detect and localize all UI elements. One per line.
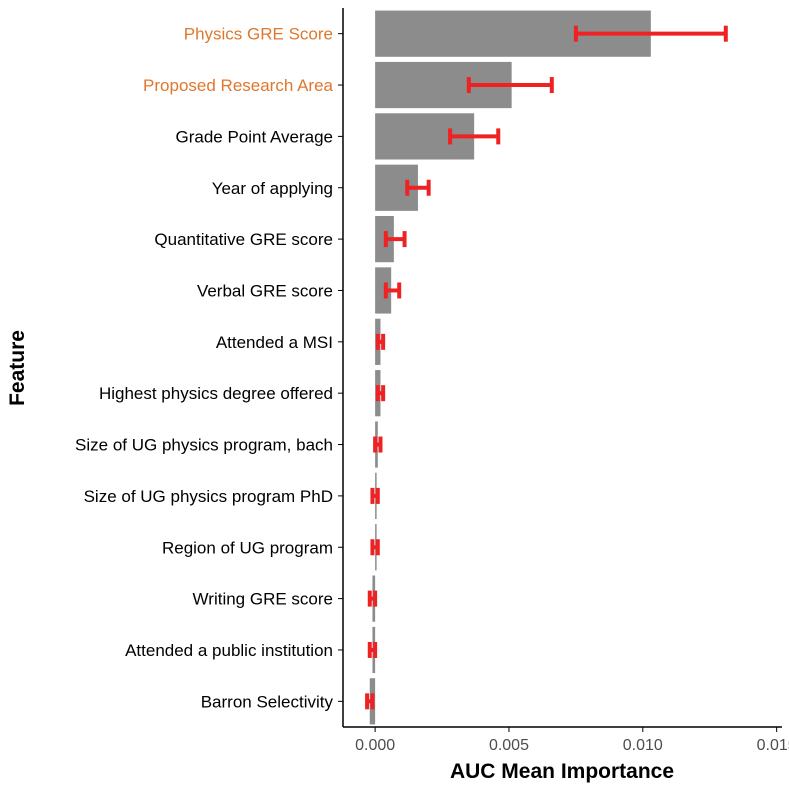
x-tick-label: 0.010 — [623, 737, 663, 754]
error-bar — [375, 385, 386, 402]
category-label: Highest physics degree offered — [99, 384, 333, 403]
error-bar — [367, 590, 378, 607]
category-label: Year of applying — [212, 179, 333, 198]
x-axis-title: AUC Mean Importance — [450, 760, 674, 783]
category-label: Size of UG physics program PhD — [84, 487, 333, 506]
y-axis-title: Feature — [6, 330, 29, 406]
axes-layer — [338, 8, 782, 732]
error-bar — [448, 128, 501, 145]
error-bar — [373, 436, 383, 453]
category-label: Proposed Research Area — [143, 76, 333, 95]
x-tick-label: 0.005 — [489, 737, 529, 754]
category-label: Grade Point Average — [175, 127, 333, 146]
x-tick-label: 0.015 — [757, 737, 789, 754]
category-label: Barron Selectivity — [201, 692, 334, 711]
error-bar — [367, 641, 378, 658]
error-bar — [573, 25, 728, 42]
x-tick-label: 0.000 — [355, 737, 395, 754]
error-bar — [383, 231, 407, 248]
error-bar — [370, 487, 380, 504]
error-bar — [383, 282, 402, 299]
category-labels: Physics GRE Score Proposed Research Area G… — [75, 25, 333, 712]
category-label: Verbal GRE score — [197, 281, 333, 300]
error-bar — [365, 693, 375, 710]
bar — [375, 267, 392, 314]
error-bars-layer — [365, 25, 728, 710]
error-bar — [405, 179, 431, 196]
error-bar — [375, 333, 386, 350]
x-tick-labels: 0.000 0.005 0.010 0.015 — [355, 737, 789, 754]
category-label: Writing GRE score — [193, 590, 333, 609]
bars-layer — [369, 10, 651, 725]
error-bar — [370, 539, 380, 556]
category-label: Size of UG physics program, bach — [75, 436, 333, 455]
category-label: Region of UG program — [162, 538, 333, 557]
category-label: Quantitative GRE score — [154, 230, 333, 249]
category-label: Attended a MSI — [216, 333, 333, 352]
category-label: Attended a public institution — [125, 641, 333, 660]
category-label: Physics GRE Score — [184, 25, 333, 44]
error-bar — [466, 77, 554, 94]
